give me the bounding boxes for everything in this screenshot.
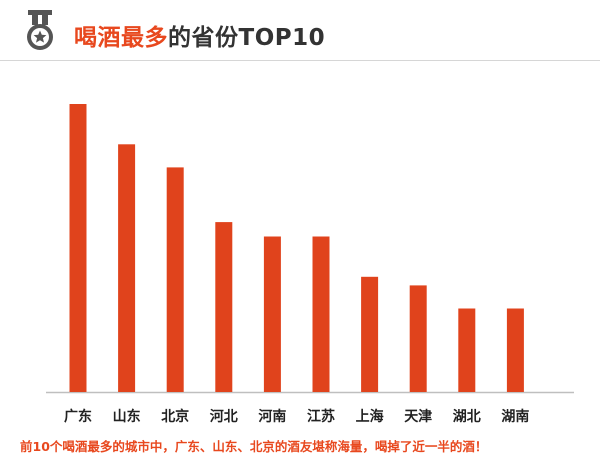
bar-chart: 广东 山东 北京 河北 河南 江苏 上海 天津 湖北 湖南 — [46, 104, 574, 425]
x-tick-label: 河北 — [210, 408, 238, 425]
x-tick-label: 广东 — [64, 408, 92, 425]
x-tick-label: 湖南 — [501, 408, 529, 425]
header-divider — [0, 60, 600, 61]
bar — [361, 276, 379, 392]
title-accent: 喝酒最多 — [74, 25, 168, 51]
x-tick-label: 北京 — [161, 408, 189, 425]
x-tick-label: 天津 — [404, 408, 432, 425]
page-title: 喝酒最多的省份TOP10 — [74, 18, 325, 52]
x-tick-label: 山东 — [113, 408, 141, 425]
x-tick-label: 湖北 — [453, 409, 481, 425]
bar — [215, 222, 233, 392]
title-rest: 的省份TOP10 — [168, 25, 326, 51]
x-tick-label: 江苏 — [307, 408, 335, 425]
bar — [166, 167, 184, 392]
bar — [409, 285, 427, 392]
header: 喝酒最多的省份TOP10 — [0, 0, 600, 62]
footnote: 前10个喝酒最多的城市中，广东、山东、北京的酒友堪称海量，喝掉了近一半的酒！ — [20, 439, 488, 454]
x-tick-label: 河南 — [258, 408, 286, 425]
bar — [69, 104, 87, 392]
bar — [506, 308, 524, 392]
bar — [458, 308, 476, 392]
x-tick-label: 上海 — [356, 408, 384, 425]
bar — [263, 236, 281, 392]
bar — [118, 144, 136, 392]
bar — [312, 236, 330, 392]
medal-icon — [27, 10, 53, 50]
